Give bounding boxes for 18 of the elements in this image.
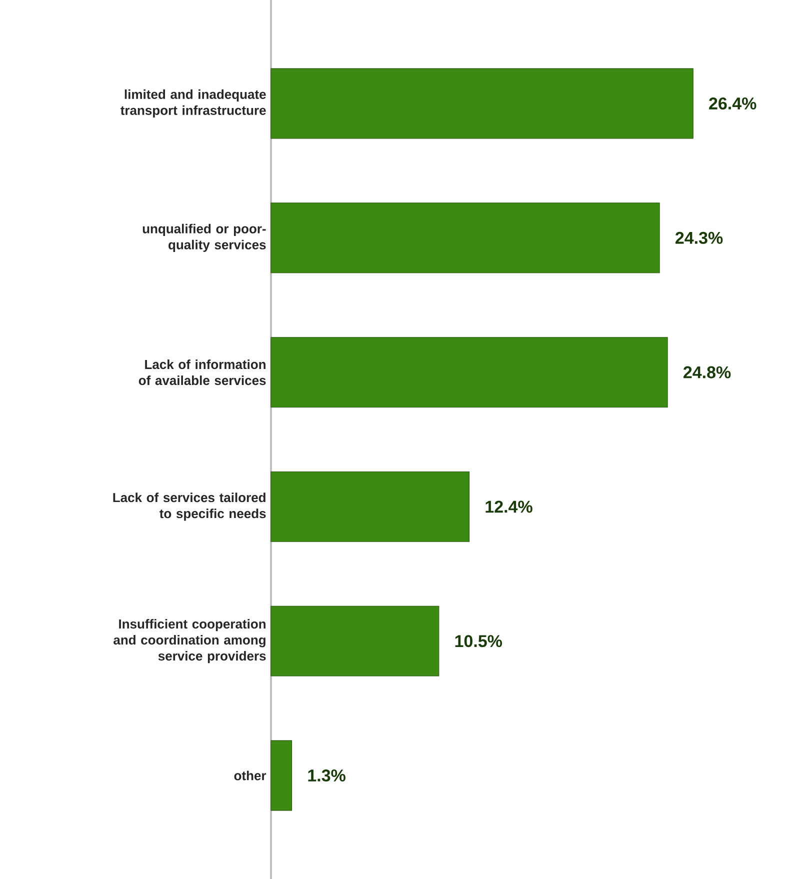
bar bbox=[270, 68, 694, 139]
data-label: 12.4% bbox=[486, 500, 532, 513]
bar bbox=[270, 471, 470, 542]
y-tick-label: Lack of services tailored to specific needs bbox=[113, 492, 266, 521]
bar bbox=[270, 337, 668, 408]
bar bbox=[270, 202, 660, 274]
y-tick-label: other bbox=[234, 770, 266, 780]
y-tick-label: Insufficient cooperation and coordination among service providers bbox=[114, 619, 266, 664]
data-label: 24.3% bbox=[676, 232, 723, 244]
data-label: 26.4% bbox=[709, 97, 756, 110]
data-label: 24.8% bbox=[684, 366, 731, 378]
data-label: 10.5% bbox=[455, 635, 502, 648]
bar bbox=[270, 606, 440, 676]
y-tick-label: unqualified or poor-quality services bbox=[142, 224, 266, 252]
y-tick-label: limited and inadequate transport infrastructure bbox=[120, 89, 266, 118]
y-tick-label: Lack of information of available services bbox=[138, 360, 266, 386]
bar bbox=[270, 740, 292, 811]
data-label: 1.3% bbox=[308, 769, 346, 782]
